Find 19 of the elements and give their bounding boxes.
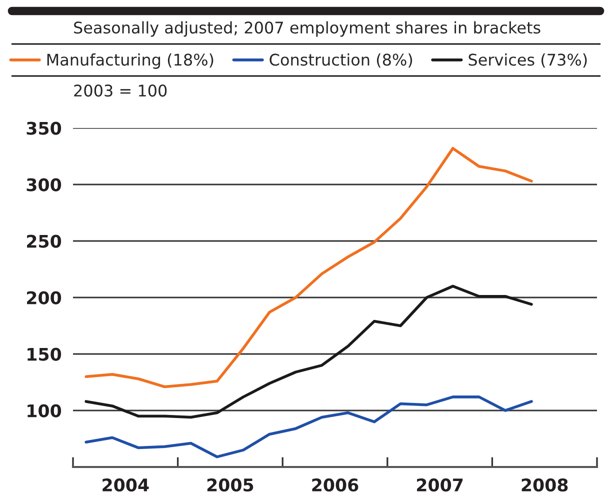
legend-label: Manufacturing (18%) — [47, 53, 214, 69]
y-tick-label: 200 — [27, 291, 62, 304]
x-tick-label: 2007 — [417, 478, 463, 492]
line-series — [84, 284, 533, 419]
x-tick-label: 2006 — [312, 478, 358, 492]
chart-subtitle: Seasonally adjusted; 2007 employment shares in brackets — [74, 21, 540, 37]
x-tick-label: 2005 — [207, 478, 254, 492]
x-tick-label: 2008 — [522, 478, 568, 492]
y-axis-title: 2003 = 100 — [74, 84, 167, 97]
y-tick-label: 300 — [26, 178, 62, 192]
legend-label: Services (73%) — [468, 53, 587, 68]
line-series — [84, 146, 533, 388]
legend-label: Construction (8%) — [270, 53, 412, 68]
y-tick-label: 100 — [28, 404, 62, 418]
x-tick-label: 2004 — [102, 478, 149, 492]
y-tick-label: 250 — [27, 234, 62, 248]
y-tick-label: 150 — [28, 348, 62, 361]
y-tick-label: 350 — [26, 122, 62, 135]
line-series — [84, 396, 533, 458]
